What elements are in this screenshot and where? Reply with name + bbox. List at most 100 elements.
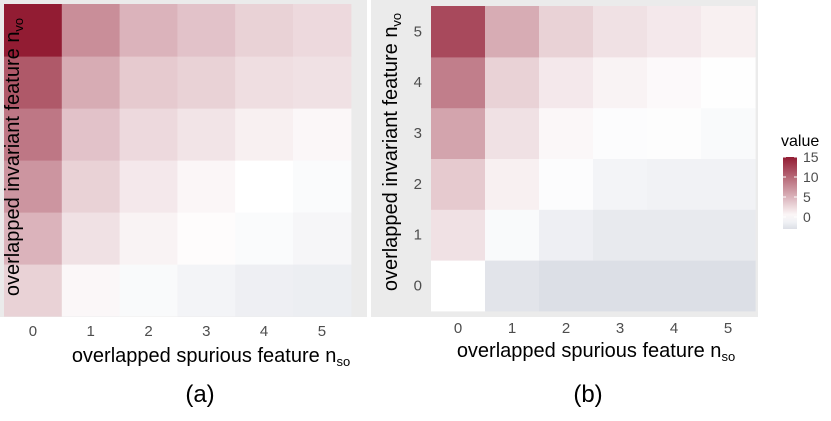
heatmap-cell: [701, 6, 756, 58]
heatmap-cell: [4, 108, 63, 161]
x-tick-label: 3: [616, 320, 624, 337]
x-tick-labels: 0 1 2 3 4 5: [29, 323, 326, 340]
heatmap-cell: [4, 160, 63, 213]
heatmap-cell: [119, 264, 178, 317]
heatmap-cell: [485, 6, 540, 58]
x-axis-label: overlapped spurious feature nso: [72, 345, 350, 369]
x-tick-label: 0: [454, 320, 462, 337]
heatmap-cell: [235, 160, 294, 213]
x-tick-label: 4: [260, 323, 268, 340]
color-legend: value 15 10 5 0: [781, 133, 819, 229]
legend-tick-label: 10: [803, 169, 819, 185]
heatmap-cell: [539, 6, 594, 58]
heatmap-cell: [593, 209, 648, 261]
heatmap-cell: [235, 108, 294, 161]
y-axis-label: overlapped invariant feature nvo: [2, 18, 26, 296]
heatmap-cell: [701, 107, 756, 159]
heatmap-cell: [235, 56, 294, 109]
heatmap-cell: [235, 4, 294, 57]
heatmap-cell: [61, 212, 121, 265]
x-tick-label: 0: [29, 323, 37, 340]
y-tick-label: 0: [414, 277, 422, 294]
heatmap-cell: [293, 4, 352, 57]
x-tick-labels: 0 1 2 3 4 5: [454, 320, 732, 337]
x-axis-label: overlapped spurious feature nso: [457, 340, 735, 364]
heatmap-cell: [701, 260, 756, 312]
heatmap-panel-a: 0 1 2 3 4 5 overlapped spurious feature nso o…: [0, 0, 367, 408]
y-tick-label: 4: [414, 74, 422, 91]
y-tick-label: 5: [414, 23, 422, 40]
heatmap-cell: [177, 108, 236, 161]
heatmap-cell: [701, 56, 756, 109]
heatmap-panel-b: 0 1 2 3 4 5 0 1 2 3 4 5 overlapped spurious featur…: [371, 0, 758, 408]
heatmap-cell: [431, 260, 486, 312]
heatmap-cell: [701, 158, 756, 210]
heatmap-cell: [431, 209, 486, 261]
heatmap-cell: [61, 264, 121, 317]
x-tick-label: 4: [670, 320, 678, 337]
heatmap-cell: [593, 158, 648, 210]
heatmap-cell: [593, 56, 648, 109]
heatmap-cell: [119, 108, 178, 161]
legend-ticks: 15 10 5 0: [783, 149, 819, 225]
heatmap-cell: [431, 56, 486, 109]
panel-label-a: (a): [185, 381, 214, 408]
heatmap-cell: [485, 209, 540, 261]
legend-tick-label: 0: [803, 209, 811, 225]
heatmap-cell: [647, 6, 702, 58]
y-tick-label: 2: [414, 176, 422, 193]
heatmap-cell: [539, 107, 594, 159]
heatmap-cell: [593, 107, 648, 159]
heatmap-cell: [119, 4, 178, 57]
heatmap-cell: [431, 107, 486, 159]
heatmap-cell: [177, 56, 236, 109]
heatmap-cell: [293, 212, 352, 265]
y-axis-label-subscript: vo: [11, 18, 26, 32]
legend-colorbar: [783, 157, 797, 229]
heatmap-cell: [593, 260, 648, 312]
heatmap-cell: [485, 107, 540, 159]
y-tick-labels: 0 1 2 3 4 5: [414, 23, 422, 294]
x-tick-label: 3: [202, 323, 210, 340]
heatmap-cell: [647, 107, 702, 159]
legend-tick-label: 15: [803, 149, 819, 165]
heatmap-cell: [593, 6, 648, 58]
heatmap-cell: [235, 212, 294, 265]
x-tick-label: 1: [87, 323, 95, 340]
heatmap-cell: [647, 158, 702, 210]
heatmap-cell: [485, 158, 540, 210]
heatmap-cell: [431, 6, 486, 58]
x-axis-label-subscript: so: [721, 349, 735, 364]
heatmap-cell: [539, 260, 594, 312]
y-axis-label: overlapped invariant feature nvo: [380, 13, 404, 291]
panel-label-b: (b): [573, 381, 602, 408]
heatmap-cell: [61, 56, 121, 109]
heatmap-cell: [119, 160, 178, 213]
heatmap-cell: [647, 56, 702, 109]
heatmap-cell: [485, 56, 540, 109]
heatmap-cell: [177, 4, 236, 57]
x-tick-label: 5: [724, 320, 732, 337]
heatmap-cell: [61, 160, 121, 213]
legend-title: value: [781, 133, 819, 150]
heatmap-cell: [293, 160, 352, 213]
x-axis-label-subscript: so: [336, 354, 350, 369]
heatmap-cell: [177, 264, 236, 317]
heatmap-cell: [4, 56, 63, 109]
heatmap-cell: [647, 260, 702, 312]
heatmap-cell: [485, 260, 540, 312]
heatmap-cells: [4, 4, 352, 317]
y-tick-label: 1: [414, 227, 422, 244]
heatmap-cell: [431, 158, 486, 210]
heatmap-cell: [119, 212, 178, 265]
heatmap-cell: [177, 212, 236, 265]
x-tick-label: 2: [144, 323, 152, 340]
heatmap-cell: [119, 56, 178, 109]
heatmap-cell: [647, 209, 702, 261]
heatmap-cell: [293, 56, 352, 109]
heatmap-cells: [431, 6, 756, 312]
heatmap-cell: [539, 209, 594, 261]
x-tick-label: 1: [508, 320, 516, 337]
